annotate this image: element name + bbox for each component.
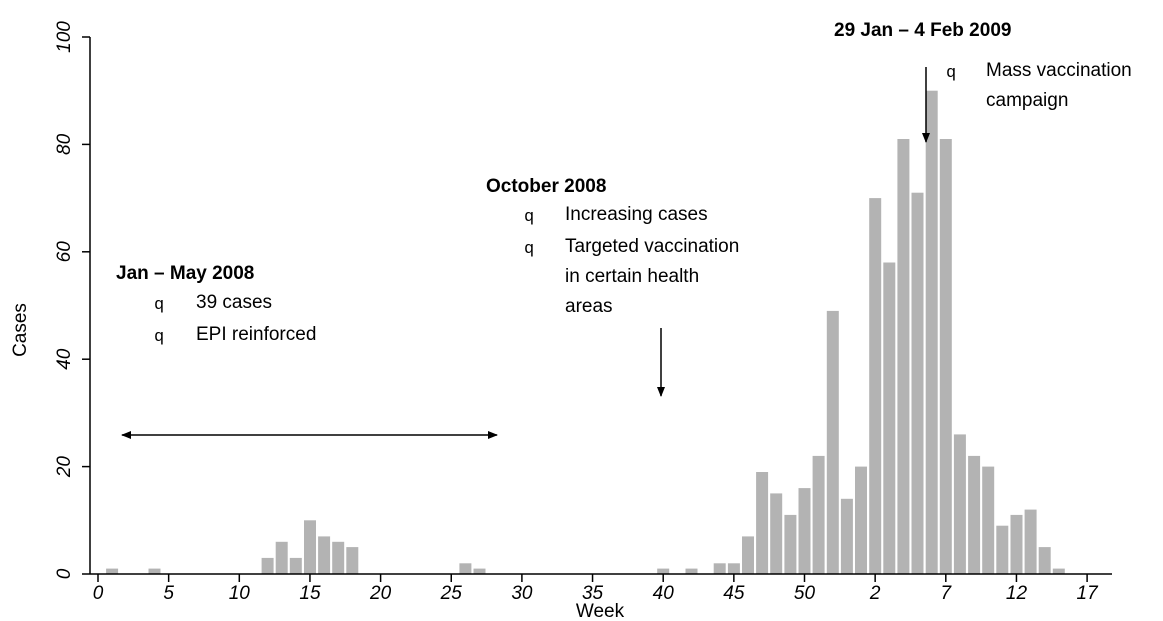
annotation-2-line-4: areas [565, 296, 613, 317]
x-tick-label: 45 [723, 583, 745, 604]
annotation-2-bullet-2: q [524, 240, 534, 259]
x-tick-label: 17 [1077, 583, 1100, 604]
annotation-1-title: Jan – May 2008 [116, 263, 254, 284]
bar [812, 455, 825, 574]
bar [148, 568, 161, 574]
x-tick-label: 40 [653, 583, 675, 604]
x-tick-label: 25 [440, 583, 463, 604]
annotation-1-line-2: EPI reinforced [196, 324, 316, 345]
bar [1010, 514, 1023, 574]
x-tick-label: 50 [794, 583, 816, 604]
bar [727, 563, 740, 574]
annotation-3-line-2: campaign [986, 90, 1068, 111]
y-tick-label: 40 [54, 348, 75, 370]
annotation-3-bullet-1: q [946, 64, 956, 83]
y-tick-label: 0 [54, 568, 75, 579]
y-tick-label: 20 [54, 456, 75, 479]
bar [883, 262, 896, 574]
bar [318, 536, 331, 574]
bar [713, 563, 726, 574]
x-tick-label: 35 [582, 583, 604, 604]
annotation-1-line-1: 39 cases [196, 292, 272, 313]
y-tick-label: 60 [54, 241, 75, 263]
annotation-2-line-1: Increasing cases [565, 204, 708, 225]
annotation-2-line-2: Targeted vaccination [565, 236, 739, 257]
x-tick-label: 5 [163, 583, 174, 604]
bar [289, 557, 302, 574]
bar [925, 90, 938, 574]
bar [982, 466, 995, 574]
bar [685, 568, 698, 574]
x-tick-label: 7 [941, 583, 953, 604]
bars-group [106, 90, 1065, 574]
bar [346, 547, 359, 574]
annotation-1-bullet-1: q [154, 296, 164, 315]
x-tick-label: 10 [229, 583, 251, 604]
y-ticks-group: 0 20 40 60 80 100 [54, 21, 90, 579]
bar [770, 493, 783, 574]
bar [657, 568, 670, 574]
bar [996, 525, 1009, 574]
x-tick-label: 2 [869, 583, 881, 604]
x-tick-label: 0 [93, 583, 104, 604]
bar [840, 498, 853, 574]
x-tick-label: 30 [511, 583, 533, 604]
bar [756, 472, 769, 574]
annotation-jan-may-2008: Jan – May 2008 q 39 cases q EPI reinforc… [116, 263, 498, 439]
bar [939, 139, 952, 574]
bar [897, 139, 910, 574]
y-tick-label: 100 [54, 21, 75, 53]
bar [332, 541, 345, 574]
x-tick-label: 15 [299, 583, 321, 604]
bar [1052, 568, 1065, 574]
bar [784, 514, 797, 574]
x-tick-label: 20 [369, 583, 392, 604]
x-tick-label: 12 [1006, 583, 1028, 604]
bar [869, 198, 882, 574]
annotation-2-line-3: in certain health [565, 266, 699, 287]
bar [855, 466, 867, 574]
annotation-october-2008: October 2008 q Increasing cases q Target… [486, 176, 739, 397]
bar [1038, 547, 1051, 574]
y-tick-label: 80 [54, 133, 75, 155]
bar [953, 434, 966, 574]
bar [106, 568, 119, 574]
annotation-3-title: 29 Jan – 4 Feb 2009 [834, 20, 1011, 41]
annotation-jan-feb-2009: 29 Jan – 4 Feb 2009 q Mass vaccination c… [834, 20, 1132, 143]
bar [911, 192, 924, 574]
bar [798, 488, 811, 574]
bar [1024, 509, 1037, 574]
bar [304, 520, 316, 574]
bar [826, 310, 839, 574]
bar [742, 536, 754, 574]
bar [473, 568, 486, 574]
bar [459, 563, 472, 574]
annotation-2-title: October 2008 [486, 176, 606, 197]
annotation-1-bullet-2: q [154, 328, 164, 347]
bar [275, 541, 288, 574]
annotation-2-bullet-1: q [524, 208, 534, 227]
annotation-3-line-1: Mass vaccination [986, 60, 1132, 81]
bar [968, 455, 981, 574]
x-axis-title: Week [576, 601, 625, 621]
bar [261, 557, 274, 574]
y-axis-title: Cases [10, 303, 31, 357]
x-ticks-group: 0 5 10 15 20 25 30 35 40 45 50 2 7 12 17 [93, 574, 1099, 604]
